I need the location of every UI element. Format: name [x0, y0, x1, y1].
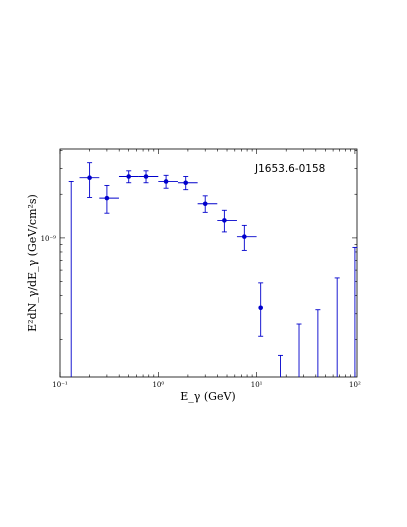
data-point [258, 305, 263, 311]
data-point [163, 179, 169, 184]
x-axis-title: E_γ (GeV) [180, 390, 235, 403]
y-axis-title: E²dN_γ/dE_γ (GeV/cm²s) [26, 194, 39, 332]
axis-ticks [59, 149, 357, 377]
x-tick-label: 10¹ [251, 381, 263, 389]
data-point [202, 201, 208, 207]
data-point [87, 175, 92, 181]
source-annotation: J1653.6-0158 [254, 163, 325, 175]
data-point [126, 174, 132, 179]
data-point [104, 195, 110, 201]
y-tick-label: 10⁻⁹ [41, 235, 57, 243]
data-marks [68, 162, 358, 377]
data-point [183, 180, 189, 186]
x-tick-label: 10⁰ [152, 381, 164, 389]
tick-labels: 10⁻¹ 10⁰ 10¹ 10² 10⁻⁹ [41, 235, 361, 389]
data-point [143, 174, 149, 179]
x-tick-label: 10⁻¹ [52, 381, 68, 389]
x-tick-label: 10² [349, 381, 361, 389]
plot-frame [59, 148, 358, 378]
data-point [242, 234, 247, 239]
data-point [222, 218, 227, 223]
plot-frame-group [59, 148, 358, 378]
